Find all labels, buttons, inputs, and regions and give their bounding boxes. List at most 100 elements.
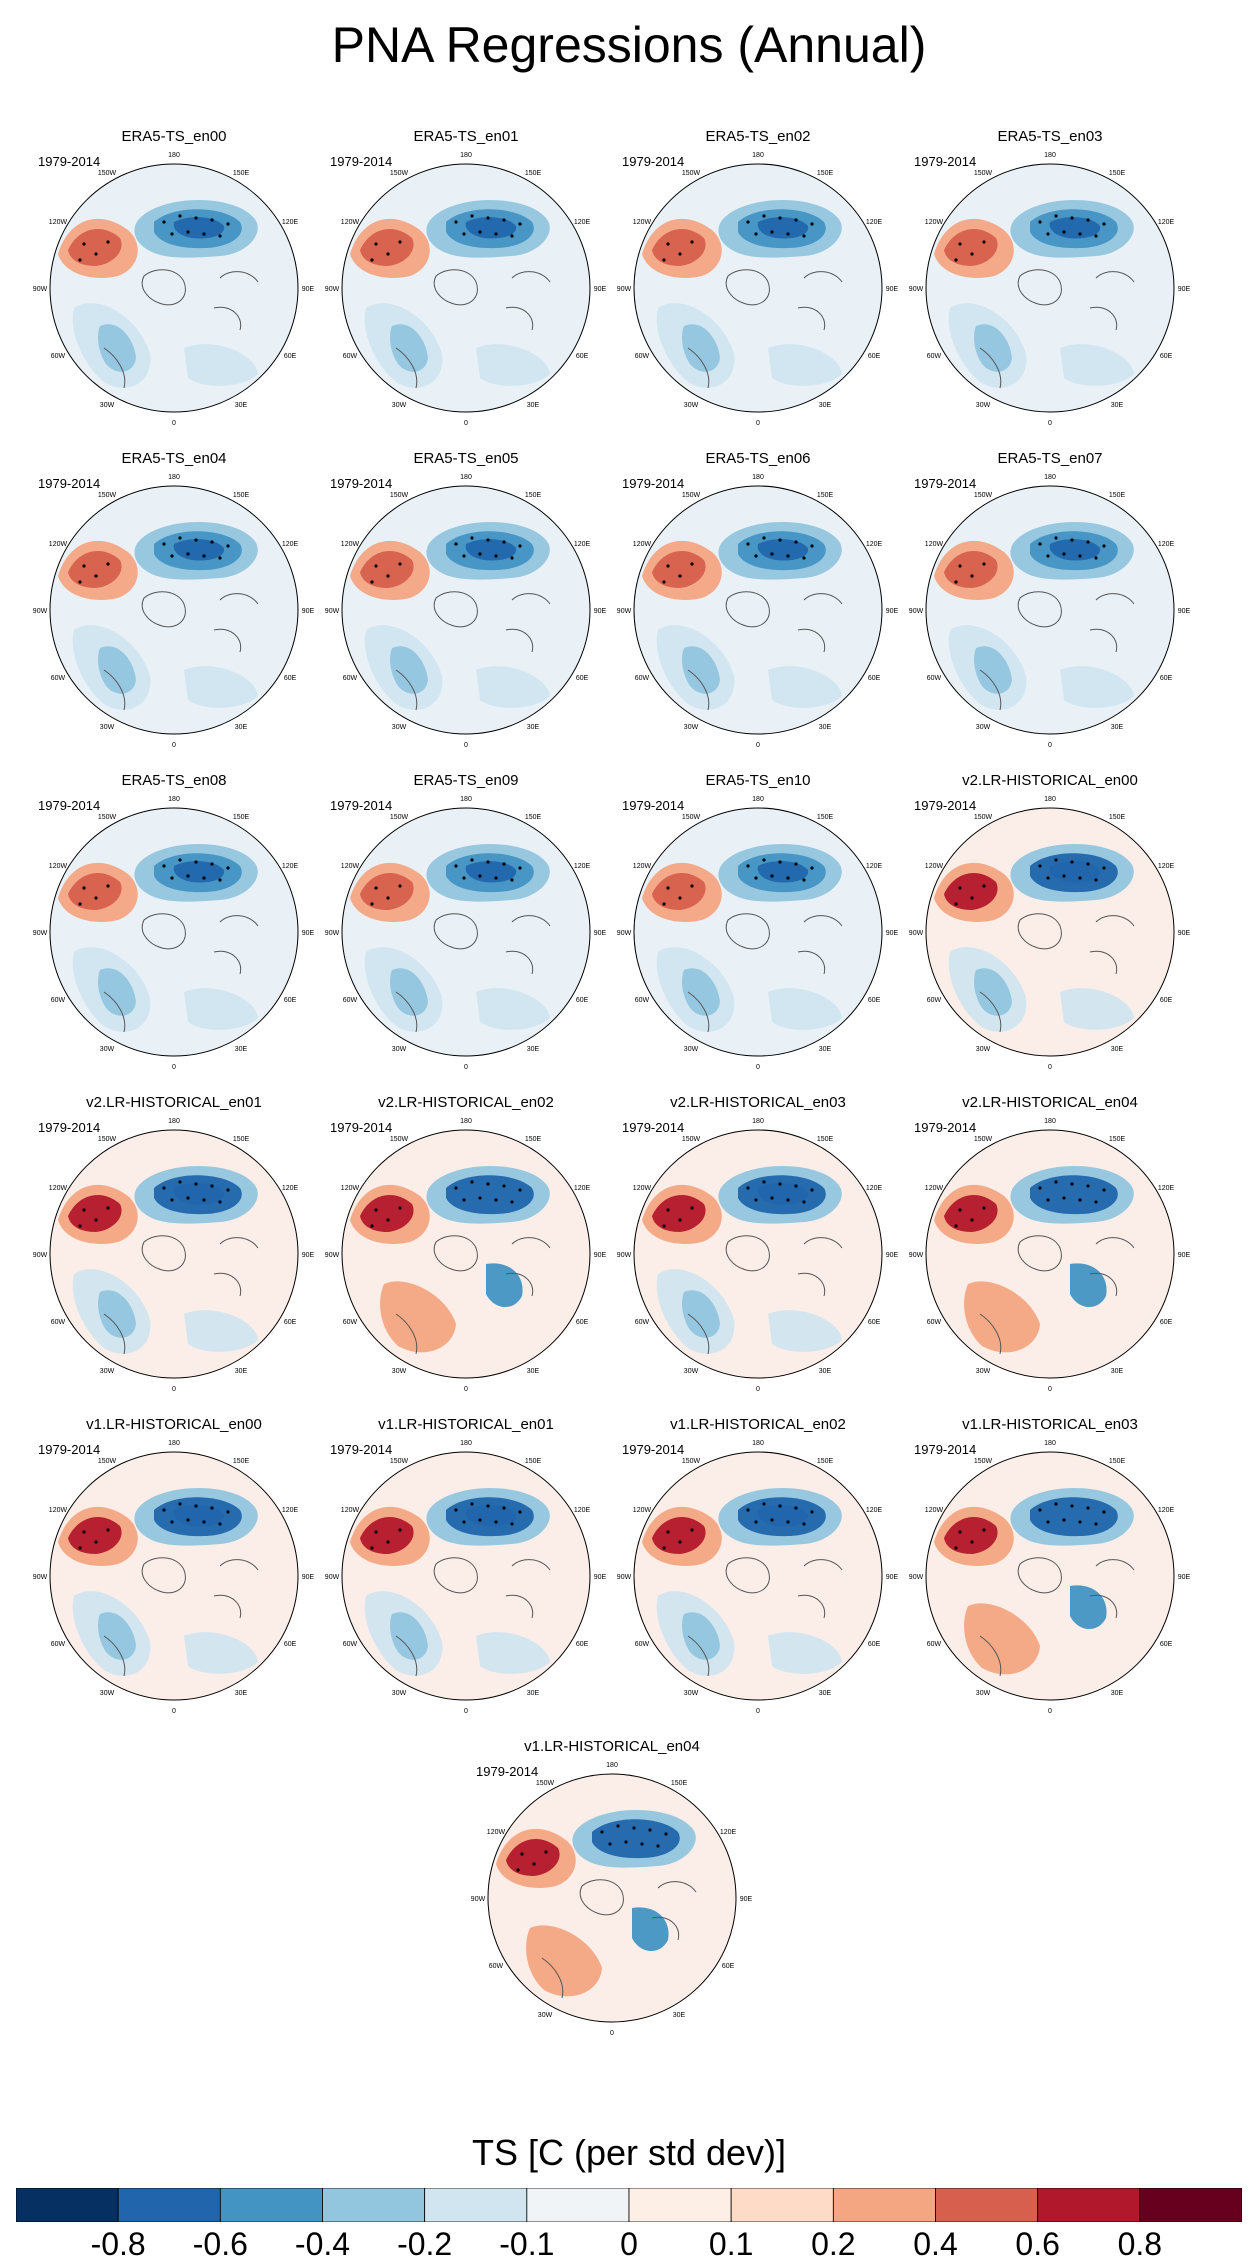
anomaly-region xyxy=(974,968,1012,1016)
longitude-label: 60E xyxy=(576,1641,589,1648)
longitude-label: 150W xyxy=(390,814,409,821)
significance-dot xyxy=(1094,1200,1098,1204)
anomaly-region xyxy=(173,217,225,239)
significance-dot xyxy=(398,240,402,244)
map-panel: v1.LR-HISTORICAL_en01 1979-2014 180 150E 120… xyxy=(320,1416,612,1716)
significance-dot xyxy=(370,580,374,584)
significance-dot xyxy=(690,1528,694,1532)
polar-map: 180 150E 120E 90E 60E 30E 0 30W 60W 90W 120W 150W xyxy=(33,1440,315,1715)
longitude-label: 30E xyxy=(235,1368,248,1375)
longitude-label: 30W xyxy=(392,402,407,409)
longitude-label: 150W xyxy=(974,814,993,821)
significance-dot xyxy=(954,1224,958,1228)
longitude-label: 120W xyxy=(49,219,68,226)
map-border xyxy=(49,485,299,735)
anomaly-region xyxy=(652,872,706,910)
significance-dot xyxy=(1038,542,1042,546)
longitude-label: 120W xyxy=(49,863,68,870)
significance-dot xyxy=(374,886,378,890)
anomaly-region xyxy=(465,861,517,883)
significance-dot xyxy=(608,1842,612,1846)
significance-dot xyxy=(178,536,182,540)
significance-dot xyxy=(486,860,490,864)
significance-dot xyxy=(1070,860,1074,864)
significance-dot xyxy=(1086,218,1090,222)
significance-dot xyxy=(624,1840,628,1844)
significance-dot xyxy=(982,1528,986,1532)
longitude-label: 0 xyxy=(1048,1064,1052,1071)
significance-dot xyxy=(1078,1520,1082,1524)
significance-dot xyxy=(786,232,790,236)
longitude-label: 120E xyxy=(1158,541,1175,548)
significance-dot xyxy=(202,232,206,236)
anomaly-region xyxy=(446,1175,534,1215)
anomaly-region xyxy=(68,1516,122,1554)
polar-map: 180 150E 120E 90E 60E 30E 0 30W 60W 90W 120W 150W xyxy=(909,1440,1191,1715)
longitude-label: 0 xyxy=(1048,1708,1052,1715)
longitude-label: 90W xyxy=(33,1574,48,1581)
significance-dot xyxy=(502,862,506,866)
panel-period: 1979-2014 xyxy=(622,798,685,813)
significance-dot xyxy=(78,580,82,584)
significance-dot xyxy=(386,574,390,578)
anomaly-region xyxy=(360,1194,414,1232)
colorbar-swatch xyxy=(730,2188,834,2222)
longitude-label: 150E xyxy=(525,492,542,499)
significance-dot xyxy=(502,540,506,544)
significance-dot xyxy=(666,242,670,246)
significance-dot xyxy=(616,1824,620,1828)
panel-period: 1979-2014 xyxy=(914,1120,977,1135)
significance-dot xyxy=(1070,1182,1074,1186)
longitude-label: 90E xyxy=(302,1574,315,1581)
polar-map: 180 150E 120E 90E 60E 30E 0 30W 60W 90W 120W 150W xyxy=(325,1118,607,1393)
colorbar-swatch xyxy=(117,2188,221,2222)
longitude-label: 30E xyxy=(1111,402,1124,409)
significance-dot xyxy=(470,1180,474,1184)
longitude-label: 150W xyxy=(974,170,993,177)
significance-dot xyxy=(1054,858,1058,862)
longitude-label: 0 xyxy=(1048,742,1052,749)
significance-dot xyxy=(178,1180,182,1184)
longitude-label: 90W xyxy=(909,286,924,293)
significance-dot xyxy=(374,1530,378,1534)
longitude-label: 180 xyxy=(1044,796,1056,803)
anomaly-region xyxy=(98,1290,136,1338)
anomaly-region xyxy=(944,228,998,266)
significance-dot xyxy=(94,896,98,900)
longitude-label: 60E xyxy=(722,1963,735,1970)
significance-dot xyxy=(1086,862,1090,866)
longitude-label: 60W xyxy=(343,1319,358,1326)
polar-map: 180 150E 120E 90E 60E 30E 0 30W 60W 90W 120W 150W xyxy=(325,1440,607,1715)
panel-title: ERA5-TS_en10 xyxy=(705,772,811,789)
significance-dot xyxy=(518,1510,522,1514)
panel-period: 1979-2014 xyxy=(476,1764,539,1779)
longitude-label: 90E xyxy=(594,608,607,615)
significance-dot xyxy=(202,876,206,880)
longitude-label: 60E xyxy=(1160,997,1173,1004)
significance-dot xyxy=(1046,1198,1050,1202)
panel-title: ERA5-TS_en03 xyxy=(997,128,1103,145)
anomaly-region xyxy=(944,550,998,588)
significance-dot xyxy=(778,538,782,542)
longitude-label: 30W xyxy=(976,402,991,409)
panel-period: 1979-2014 xyxy=(330,798,393,813)
longitude-label: 120W xyxy=(341,219,360,226)
longitude-label: 90W xyxy=(33,1252,48,1259)
longitude-label: 90E xyxy=(886,930,899,937)
significance-dot xyxy=(470,536,474,540)
panel-title: v1.LR-HISTORICAL_en03 xyxy=(962,1416,1138,1433)
longitude-label: 180 xyxy=(460,152,472,159)
anomaly-region xyxy=(652,550,706,588)
longitude-label: 30W xyxy=(100,1046,115,1053)
longitude-label: 150W xyxy=(390,492,409,499)
longitude-label: 180 xyxy=(752,796,764,803)
polar-map: 180 150E 120E 90E 60E 30E 0 30W 60W 90W 120W 150W xyxy=(33,152,315,427)
panel-period: 1979-2014 xyxy=(622,154,685,169)
significance-dot xyxy=(802,1200,806,1204)
longitude-label: 60E xyxy=(576,675,589,682)
longitude-label: 60E xyxy=(576,1319,589,1326)
longitude-label: 150W xyxy=(98,814,117,821)
significance-dot xyxy=(958,886,962,890)
longitude-label: 180 xyxy=(168,796,180,803)
longitude-label: 120W xyxy=(341,541,360,548)
